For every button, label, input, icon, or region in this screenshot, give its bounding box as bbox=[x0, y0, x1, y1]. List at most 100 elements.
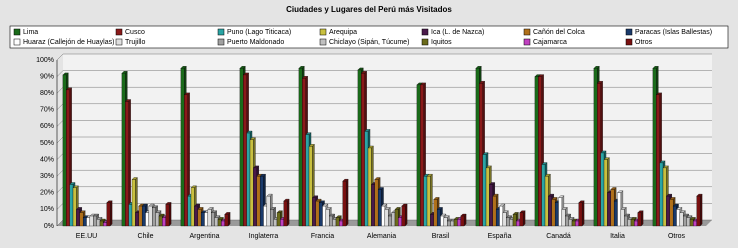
bar bbox=[551, 199, 556, 227]
bar bbox=[565, 215, 569, 227]
bar bbox=[302, 78, 306, 227]
x-tick-label: Francia bbox=[311, 233, 334, 240]
bar bbox=[634, 220, 638, 227]
legend-swatch bbox=[523, 38, 531, 46]
bar bbox=[82, 217, 87, 227]
x-tick-label: España bbox=[488, 233, 512, 240]
bar bbox=[561, 209, 566, 227]
bar bbox=[600, 152, 605, 227]
bar bbox=[121, 73, 126, 227]
bar bbox=[659, 162, 664, 227]
bar bbox=[502, 212, 507, 227]
bar bbox=[305, 134, 310, 227]
legend-label: Iquitos bbox=[431, 39, 452, 46]
bar bbox=[499, 205, 504, 227]
legend-swatch bbox=[217, 38, 225, 46]
bar bbox=[377, 189, 382, 227]
bar bbox=[384, 209, 389, 227]
y-tick-label: 80% bbox=[40, 90, 54, 97]
legend-label: Cajamarca bbox=[533, 39, 567, 46]
y-tick-label: 30% bbox=[40, 173, 54, 180]
legend-swatch bbox=[421, 38, 429, 46]
y-tick-label: 0% bbox=[44, 223, 54, 230]
grid-line bbox=[56, 70, 712, 77]
bar bbox=[155, 212, 160, 227]
bar bbox=[364, 131, 369, 227]
legend-swatch bbox=[217, 28, 225, 36]
bar bbox=[672, 205, 677, 227]
bar bbox=[308, 146, 313, 227]
bar bbox=[381, 205, 386, 227]
bar bbox=[541, 164, 546, 227]
bar bbox=[578, 202, 583, 227]
bar bbox=[453, 219, 458, 227]
bar bbox=[627, 219, 632, 227]
bar bbox=[416, 84, 421, 227]
bar bbox=[221, 220, 225, 227]
bar bbox=[103, 222, 107, 227]
y-tick-label: 10% bbox=[40, 206, 54, 213]
bar-side bbox=[640, 210, 644, 227]
bar bbox=[548, 195, 552, 227]
bar bbox=[450, 220, 455, 227]
bar bbox=[696, 195, 701, 227]
bar bbox=[620, 209, 625, 227]
x-tick-label: Italia bbox=[610, 233, 625, 240]
bar bbox=[145, 212, 150, 227]
bar-side bbox=[168, 202, 172, 227]
bar bbox=[131, 179, 136, 227]
x-tick-label: Argentina bbox=[190, 233, 220, 240]
bar bbox=[544, 176, 549, 227]
bar bbox=[669, 199, 674, 227]
chart-title: Ciudades y Lugares del Perú más Visitado… bbox=[286, 5, 452, 14]
bar bbox=[683, 215, 687, 227]
y-tick-label: 60% bbox=[40, 123, 54, 130]
y-tick-label: 20% bbox=[40, 190, 54, 197]
bar bbox=[224, 214, 229, 227]
legend-swatch bbox=[319, 28, 327, 36]
bar bbox=[460, 215, 465, 227]
bar bbox=[184, 94, 188, 227]
bar bbox=[568, 219, 573, 227]
x-tick-label: Canadá bbox=[546, 233, 571, 240]
bar bbox=[335, 217, 340, 227]
bar bbox=[318, 202, 323, 227]
bar bbox=[141, 205, 146, 227]
legend-swatch bbox=[625, 28, 633, 36]
bar bbox=[322, 205, 327, 227]
x-tick-label: EE.UU bbox=[76, 233, 97, 240]
y-tick-label: 70% bbox=[40, 107, 54, 114]
legend-swatch bbox=[115, 38, 123, 46]
bar bbox=[457, 219, 461, 227]
bar bbox=[558, 197, 563, 227]
bar bbox=[388, 215, 392, 227]
legend-label: Huaraz (Callejón de Huaylas) bbox=[23, 39, 114, 46]
bar bbox=[401, 205, 406, 227]
bar bbox=[312, 197, 316, 227]
bar bbox=[339, 220, 343, 227]
bar bbox=[79, 212, 84, 227]
bar bbox=[607, 192, 611, 227]
bar bbox=[106, 202, 111, 227]
legend-swatch bbox=[319, 38, 327, 46]
bar bbox=[76, 209, 80, 227]
bar bbox=[361, 73, 365, 227]
bar bbox=[89, 215, 94, 227]
legend-label: Chiclayo (Sipán, Túcume) bbox=[329, 39, 409, 46]
legend-label: Paracas (Islas Ballestas) bbox=[635, 29, 712, 36]
x-tick-label: Brasil bbox=[432, 233, 450, 240]
bar bbox=[298, 68, 303, 227]
bar bbox=[62, 74, 67, 227]
legend-label: Puerto Maldonado bbox=[227, 39, 284, 46]
bar bbox=[367, 147, 372, 227]
bar bbox=[398, 217, 402, 227]
legend-label: Lima bbox=[23, 29, 38, 36]
bar bbox=[249, 139, 254, 227]
legend-swatch bbox=[13, 38, 21, 46]
bar bbox=[506, 217, 510, 227]
legend-label: Arequipa bbox=[329, 29, 357, 36]
bar bbox=[554, 202, 559, 227]
bar-side bbox=[345, 178, 349, 227]
bar bbox=[280, 219, 284, 227]
